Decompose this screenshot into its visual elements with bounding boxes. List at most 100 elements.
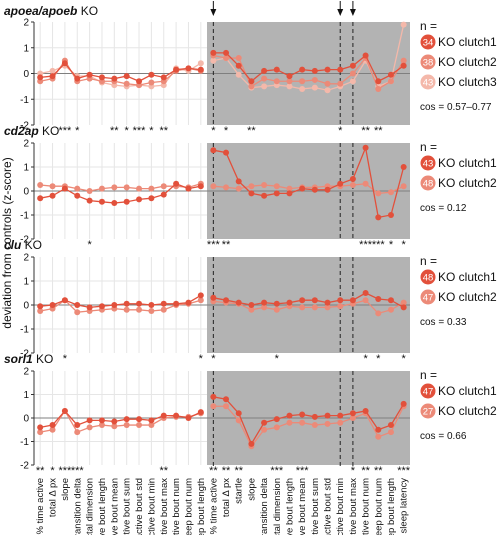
panel-title: cd2ap KO [4, 124, 59, 138]
data-point [261, 419, 268, 426]
data-point [400, 400, 407, 407]
data-point [273, 78, 280, 85]
data-point [86, 424, 93, 431]
data-point [111, 302, 118, 308]
data-point [311, 84, 318, 91]
legend: n = 43 KO clutch1 48 KO clutch2 cos = 0.12 [420, 140, 497, 214]
legend: n = 47 KO clutch1 27 KO clutch2 cos = 0.66 [420, 368, 497, 442]
series-line-night [213, 52, 405, 83]
legend-marker [420, 269, 436, 285]
data-point [286, 419, 293, 426]
x-category-label: active bout std [323, 478, 334, 535]
y-tick-label: 2 [23, 253, 29, 264]
data-point [136, 196, 143, 203]
panel-title-suffix: KO [21, 238, 42, 252]
data-point [375, 78, 382, 85]
data-point [98, 198, 105, 205]
data-point [299, 411, 306, 418]
data-point [136, 185, 143, 192]
significance-stars: ** [374, 465, 383, 477]
x-category-label: total Δ px [48, 478, 59, 517]
data-point [173, 300, 180, 307]
data-point [123, 416, 130, 423]
x-category-label: active bout mean [109, 478, 120, 535]
data-point [123, 198, 130, 205]
legend-label: KO clutch2 [438, 404, 497, 418]
data-point [210, 403, 217, 410]
data-point [311, 76, 318, 83]
data-point [235, 178, 242, 185]
data-point [400, 57, 407, 64]
data-point [299, 66, 306, 73]
panel-title: sorl1 KO [4, 352, 53, 366]
significance-stars: * [211, 353, 216, 365]
data-point [136, 78, 143, 85]
data-point [349, 70, 356, 77]
data-point [185, 299, 192, 306]
data-point [375, 190, 382, 197]
y-tick-label: 0 [23, 301, 29, 312]
data-point [160, 191, 167, 198]
data-point [86, 417, 93, 424]
series-line-night [213, 292, 404, 308]
significance-stars: ** [247, 125, 256, 137]
x-category-label: transition delta [259, 477, 270, 535]
data-point [299, 78, 306, 85]
data-point [148, 185, 155, 192]
legend-count: 27 [423, 407, 434, 418]
y-tick-label: -1 [20, 211, 29, 222]
data-point [210, 183, 217, 190]
data-point [49, 67, 56, 74]
data-point [173, 180, 180, 187]
data-point [223, 149, 230, 156]
significance-stars: ** [209, 465, 218, 477]
down-arrow-icon [337, 1, 344, 16]
data-point [160, 412, 167, 419]
data-point [235, 417, 242, 424]
data-point [160, 306, 167, 313]
data-point [337, 80, 344, 87]
data-point [261, 192, 268, 199]
data-point [37, 182, 44, 188]
data-point [337, 297, 344, 304]
data-point [349, 410, 356, 417]
y-tick-label: -1 [20, 95, 29, 106]
significance-stars: ** [159, 125, 168, 137]
data-point [136, 416, 143, 423]
data-point [324, 412, 331, 419]
x-category-label: active bout min [146, 478, 157, 535]
data-point [387, 189, 394, 196]
data-point [273, 183, 280, 190]
data-point [197, 409, 204, 416]
x-category-label: active bout mean [297, 478, 308, 535]
data-point [37, 74, 44, 81]
data-point [123, 300, 130, 307]
legend-label: KO clutch2 [438, 55, 497, 69]
data-point [324, 304, 331, 311]
data-point [324, 66, 331, 73]
significance-stars: ** [222, 239, 231, 251]
data-point [37, 429, 44, 436]
data-point [248, 190, 255, 197]
significance-stars: * [87, 239, 92, 251]
significance-stars: *** [58, 465, 72, 477]
legend-marker [420, 289, 436, 305]
data-point [273, 416, 280, 423]
legend-label: KO clutch2 [438, 176, 497, 190]
data-point [362, 144, 369, 151]
data-point [299, 419, 306, 426]
significance-stars: * [351, 465, 356, 477]
data-point [148, 195, 155, 202]
x-category-label: % time active [35, 478, 46, 535]
data-point [49, 302, 56, 308]
data-point [299, 297, 306, 304]
y-tick-label: -1 [20, 437, 29, 448]
significance-stars: *** [397, 465, 411, 477]
x-category-label: fractal dimension [85, 478, 96, 535]
data-point [235, 185, 242, 192]
data-point [74, 429, 81, 436]
data-point [223, 297, 230, 304]
data-point [362, 52, 369, 59]
data-point [261, 182, 268, 188]
data-point [223, 55, 230, 62]
